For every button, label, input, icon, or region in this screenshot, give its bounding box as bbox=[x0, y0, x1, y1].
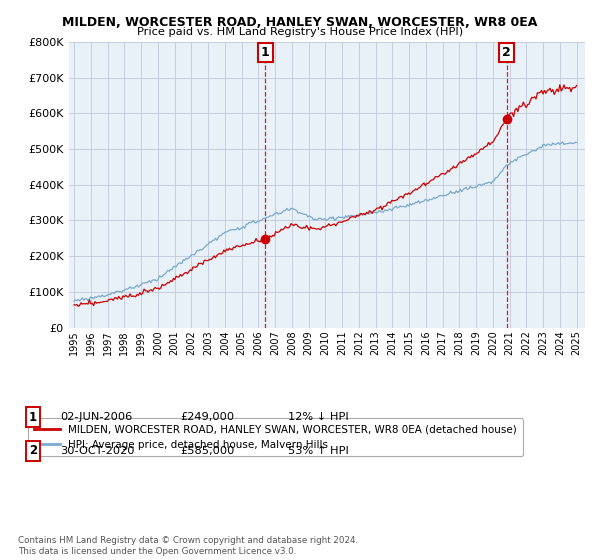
Text: 2: 2 bbox=[502, 46, 511, 59]
Legend: MILDEN, WORCESTER ROAD, HANLEY SWAN, WORCESTER, WR8 0EA (detached house), HPI: A: MILDEN, WORCESTER ROAD, HANLEY SWAN, WOR… bbox=[28, 418, 523, 456]
Text: £585,000: £585,000 bbox=[180, 446, 235, 456]
Text: 12% ↓ HPI: 12% ↓ HPI bbox=[288, 412, 349, 422]
Text: 1: 1 bbox=[29, 410, 37, 424]
Text: 2: 2 bbox=[29, 444, 37, 458]
Text: Contains HM Land Registry data © Crown copyright and database right 2024.
This d: Contains HM Land Registry data © Crown c… bbox=[18, 536, 358, 556]
Text: 53% ↑ HPI: 53% ↑ HPI bbox=[288, 446, 349, 456]
Text: Price paid vs. HM Land Registry's House Price Index (HPI): Price paid vs. HM Land Registry's House … bbox=[137, 27, 463, 37]
Text: 1: 1 bbox=[261, 46, 270, 59]
Text: MILDEN, WORCESTER ROAD, HANLEY SWAN, WORCESTER, WR8 0EA: MILDEN, WORCESTER ROAD, HANLEY SWAN, WOR… bbox=[62, 16, 538, 29]
Text: 30-OCT-2020: 30-OCT-2020 bbox=[60, 446, 134, 456]
Text: 02-JUN-2006: 02-JUN-2006 bbox=[60, 412, 132, 422]
Text: £249,000: £249,000 bbox=[180, 412, 234, 422]
